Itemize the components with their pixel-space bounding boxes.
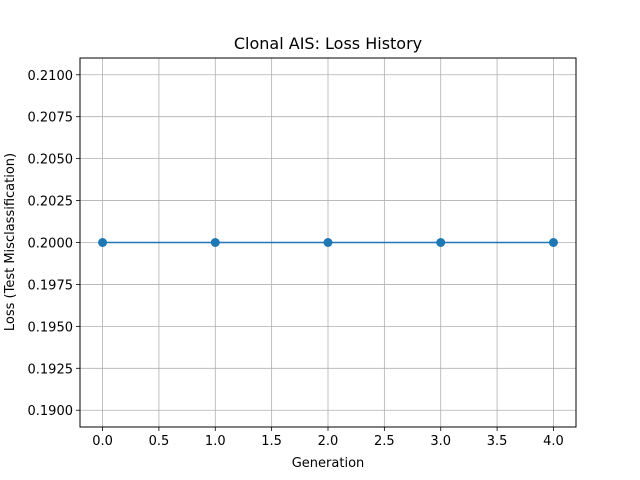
y-tick-label: 0.2075 (28, 111, 74, 126)
y-tick-label: 0.2000 (28, 237, 74, 252)
series-layer (98, 238, 558, 247)
y-tick-label: 0.2050 (28, 153, 74, 168)
y-tick-label: 0.2100 (28, 69, 74, 84)
data-point (323, 238, 333, 247)
data-point (548, 238, 558, 247)
chart-title: Clonal AIS: Loss History (234, 34, 422, 53)
x-tick-label: 4.0 (543, 434, 564, 449)
y-tick-label: 0.1975 (28, 278, 74, 293)
y-tick-label: 0.1950 (28, 320, 74, 335)
y-axis-label: Loss (Test Misclassification) (3, 153, 18, 331)
x-tick-label: 3.5 (487, 434, 508, 449)
data-point (98, 238, 108, 247)
y-tick-label: 0.2025 (28, 195, 74, 210)
y-axis: 0.1900 0.1925 0.1950 0.1975 0.2000 0.2025 0.20… (28, 69, 80, 419)
x-tick-label: 0.0 (92, 434, 113, 449)
data-point (436, 238, 446, 247)
x-axis-label: Generation (292, 456, 365, 471)
x-tick-label: 3.0 (430, 434, 451, 449)
x-tick-label: 0.5 (149, 434, 170, 449)
y-tick-label: 0.1925 (28, 362, 74, 377)
x-tick-label: 2.5 (374, 434, 395, 449)
data-point (210, 238, 220, 247)
x-axis: 0.0 0.5 1.0 1.5 2.0 2.5 3.0 3.5 4.0 (92, 427, 564, 449)
x-tick-label: 1.5 (261, 434, 282, 449)
y-tick-label: 0.1900 (28, 404, 74, 419)
x-tick-label: 1.0 (205, 434, 226, 449)
x-tick-label: 2.0 (318, 434, 339, 449)
